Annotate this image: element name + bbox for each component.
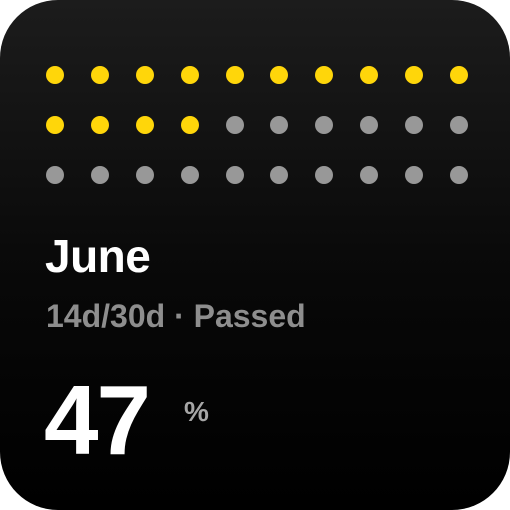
progress-subtitle: 14d/30d · Passed bbox=[46, 296, 306, 336]
day-dot-remaining bbox=[46, 166, 64, 184]
day-dot-remaining bbox=[225, 116, 244, 134]
day-dot-grid bbox=[46, 66, 469, 184]
day-dot-remaining bbox=[135, 166, 154, 184]
day-dot-remaining bbox=[360, 166, 379, 184]
day-dot-passed bbox=[360, 66, 379, 84]
day-dot-remaining bbox=[315, 166, 334, 184]
day-progress-text: 14d/30d bbox=[46, 298, 166, 334]
day-dot-passed bbox=[180, 66, 199, 84]
day-dot-remaining bbox=[270, 116, 289, 134]
day-dot-passed bbox=[46, 66, 64, 84]
day-dot-remaining bbox=[450, 166, 469, 184]
day-dot-remaining bbox=[405, 166, 424, 184]
separator-dot: · bbox=[174, 298, 185, 334]
day-dot-passed bbox=[180, 116, 199, 134]
percent-unit: % bbox=[184, 396, 209, 427]
day-dot-remaining bbox=[90, 166, 109, 184]
day-dot-remaining bbox=[225, 166, 244, 184]
day-dot-passed bbox=[90, 116, 109, 134]
month-title: June bbox=[45, 230, 151, 282]
day-dot-remaining bbox=[270, 166, 289, 184]
day-dot-passed bbox=[90, 66, 109, 84]
day-dot-passed bbox=[135, 66, 154, 84]
status-text: Passed bbox=[193, 298, 306, 334]
day-dot-passed bbox=[315, 66, 334, 84]
day-dot-remaining bbox=[405, 116, 424, 134]
day-dot-passed bbox=[450, 66, 469, 84]
day-dot-passed bbox=[405, 66, 424, 84]
day-dot-remaining bbox=[180, 166, 199, 184]
day-dot-passed bbox=[270, 66, 289, 84]
day-dot-remaining bbox=[360, 116, 379, 134]
day-dot-passed bbox=[46, 116, 64, 134]
day-dot-passed bbox=[135, 116, 154, 134]
day-dot-remaining bbox=[450, 116, 469, 134]
day-dot-passed bbox=[225, 66, 244, 84]
day-dot-remaining bbox=[315, 116, 334, 134]
percent-value: 47 bbox=[44, 365, 151, 475]
